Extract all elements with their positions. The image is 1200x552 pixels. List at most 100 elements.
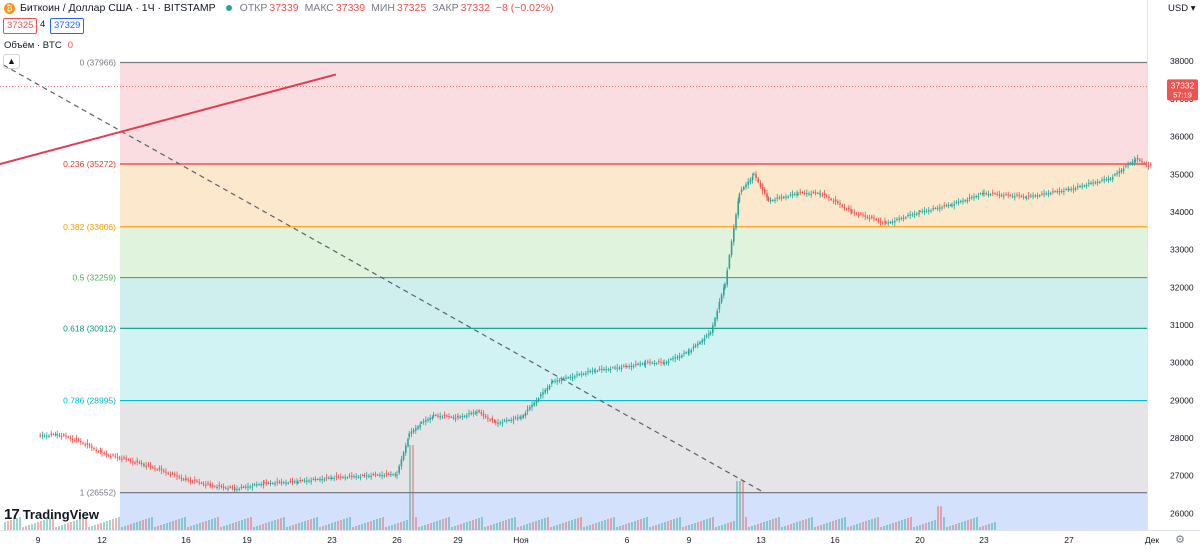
candle-body: [296, 481, 298, 483]
volume-bar: [796, 522, 798, 530]
candle-body: [1090, 182, 1092, 184]
volume-bar: [154, 527, 156, 530]
volume-bar: [532, 522, 534, 530]
volume-bar: [289, 526, 291, 530]
price-tick-label: 29000: [1170, 395, 1194, 405]
volume-bar: [469, 521, 471, 530]
candle-body: [196, 480, 198, 482]
volume-bar: [121, 527, 123, 530]
tradingview-logo-icon: 17: [4, 506, 20, 523]
low-value: 37325: [397, 2, 427, 14]
volume-bar: [451, 527, 453, 530]
time-tick-label: 20: [915, 535, 925, 545]
volume-bar: [604, 520, 606, 530]
market-status-icon: [225, 5, 232, 11]
volume-bar: [148, 518, 150, 530]
candle-body: [425, 420, 427, 422]
volume-bar: [328, 524, 330, 530]
volume-bar: [4, 522, 6, 530]
volume-bar: [613, 517, 615, 530]
candle-body: [285, 482, 287, 484]
candle-body: [864, 215, 866, 217]
candle-body: [1054, 191, 1056, 193]
sell-button[interactable]: 37325: [3, 18, 38, 34]
buy-button[interactable]: 37329: [50, 18, 85, 34]
candle-body: [776, 197, 778, 199]
volume-bar: [496, 523, 498, 530]
candle-body: [1122, 168, 1125, 171]
candle-body: [533, 402, 535, 406]
candle-body: [457, 416, 459, 418]
candle-body: [182, 479, 185, 481]
candle-body: [979, 193, 982, 195]
volume-bar: [511, 518, 513, 530]
candle-body: [681, 355, 683, 358]
candle-body: [580, 373, 583, 375]
candle-body: [60, 436, 63, 438]
candle-body: [129, 460, 132, 462]
gear-icon[interactable]: ⚙: [1175, 534, 1185, 546]
candle-body: [1107, 178, 1110, 180]
fibonacci-retracement[interactable]: 0 (37966) 0.236 (35272) 0.382 (33606) 0.5 (…: [63, 58, 1147, 530]
candle-body: [1014, 196, 1016, 198]
candle-body: [383, 475, 386, 477]
volume-bar: [982, 526, 984, 530]
volume-bar: [445, 518, 447, 530]
volume-bar: [19, 517, 21, 530]
volume-bar: [340, 520, 342, 530]
volume-bar: [82, 518, 84, 530]
volume-bar: [217, 517, 219, 530]
volume-bar: [844, 517, 846, 530]
candle-body: [1111, 177, 1114, 180]
candle-body: [960, 201, 962, 203]
candle-body: [658, 361, 660, 363]
candle-body: [799, 191, 801, 193]
candle-body: [848, 207, 850, 210]
volume-bar: [457, 525, 459, 530]
currency-selector[interactable]: USD ▾: [1168, 3, 1196, 14]
candle-body: [740, 189, 743, 192]
volume-legend[interactable]: Объём · BTC 0: [4, 40, 73, 51]
high-value: 37339: [335, 2, 366, 14]
candle-body: [517, 417, 519, 419]
candle-body: [41, 435, 44, 437]
symbol-title[interactable]: Биткоин / Доллар США · 1Ч · BITSTAMP: [20, 2, 216, 14]
candle-body: [294, 481, 296, 483]
forecast-arrow[interactable]: [0, 73, 337, 165]
candle-body: [256, 484, 258, 486]
candle-body: [728, 255, 731, 269]
chevron-up-icon[interactable]: ▲: [3, 54, 20, 69]
close-value: 37332: [460, 2, 490, 14]
candle-body: [1036, 195, 1039, 197]
candle-body: [548, 385, 551, 389]
candle-body: [156, 469, 158, 471]
volume-bar: [190, 526, 192, 530]
candle-body: [110, 456, 112, 458]
candle-body: [441, 416, 444, 418]
candle-body: [1025, 197, 1028, 199]
chart-header: ₿ Биткоин / Доллар США · 1Ч · BITSTAMP О…: [0, 0, 560, 16]
volume-bar: [226, 525, 228, 530]
candle-body: [767, 197, 770, 201]
change-value: −8 (−0.02%): [495, 2, 554, 14]
volume-bar: [127, 525, 129, 530]
candle-body: [519, 417, 521, 419]
candle-body: [1094, 182, 1097, 184]
time-axis[interactable]: 9 12 16 19 23 26 29 Ноя 6 9 13 16 20 23 27 Дек: [0, 530, 1200, 546]
volume-bar: [937, 506, 939, 530]
candle-body: [998, 194, 1001, 196]
volume-bar: [391, 525, 393, 530]
volume-bar: [229, 524, 231, 530]
volume-bar: [235, 522, 237, 530]
candle-body: [75, 438, 78, 440]
candle-body: [764, 188, 766, 194]
candle-body: [955, 202, 958, 204]
candle-body: [86, 443, 89, 445]
candle-body: [420, 422, 423, 424]
trend-line[interactable]: [0, 62, 762, 492]
candle-body: [670, 358, 672, 360]
candle-body: [868, 218, 871, 220]
volume-bar: [100, 523, 102, 530]
candle-body: [503, 420, 506, 422]
